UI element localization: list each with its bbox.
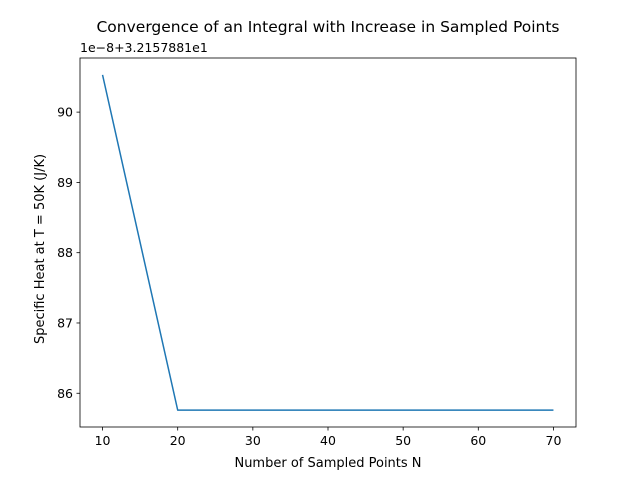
y-tick-label-89: 89 [57, 175, 73, 190]
axes-frame [79, 57, 577, 428]
y-tick-label-87: 87 [57, 315, 73, 330]
series-line-0 [101, 74, 554, 411]
x-tick-label-50: 50 [395, 433, 411, 448]
x-tick-label-20: 20 [170, 433, 186, 448]
x-tick-label-30: 30 [245, 433, 261, 448]
y-tick-label-86: 86 [57, 386, 73, 401]
x-tick-label-70: 70 [546, 433, 562, 448]
x-tick-label-10: 10 [95, 433, 111, 448]
y-tick-label-88: 88 [57, 245, 73, 260]
chart-title: Convergence of an Integral with Increase… [96, 18, 559, 36]
y-axis-offset-text: 1e−8+3.2157881e1 [80, 40, 208, 55]
x-tick-label-40: 40 [320, 433, 336, 448]
plot-area: 10 20 30 40 50 60 70 86 87 88 89 90 [57, 57, 577, 448]
y-axis-label: Specific Heat at T = 50K (J/K) [33, 154, 48, 344]
x-tick-label-60: 60 [470, 433, 486, 448]
y-tick-label-90: 90 [57, 105, 73, 120]
x-axis-label: Number of Sampled Points N [234, 456, 421, 471]
